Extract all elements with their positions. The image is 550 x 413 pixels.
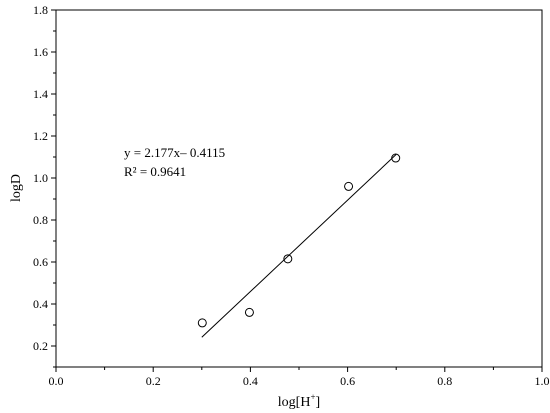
- x-tick-label: 0.8: [437, 374, 452, 388]
- x-axis-title: log[H+]: [278, 392, 320, 410]
- data-point: [391, 153, 401, 163]
- x-axis-title-suffix: ]: [316, 395, 321, 410]
- x-tick-label: 0.2: [146, 374, 161, 388]
- y-tick-label: 0.2: [33, 339, 48, 353]
- y-axis-title: logD: [9, 174, 24, 202]
- data-point: [244, 307, 254, 317]
- equation-label: y = 2.177x– 0.4115: [124, 145, 225, 160]
- data-point: [197, 318, 207, 328]
- data-points: [197, 153, 401, 328]
- y-axis-ticks: 0.2 0.4 0.6 0.8 1.0 1.2 1.4 1.6 1.8: [33, 3, 56, 368]
- fit-line-group: [201, 154, 397, 338]
- fit-line: [201, 154, 397, 338]
- x-tick-label: 0.0: [49, 374, 64, 388]
- y-tick-label: 0.6: [33, 255, 48, 269]
- x-axis-title-main: log[H: [278, 395, 311, 410]
- y-tick-label: 1.8: [33, 3, 48, 17]
- y-tick-label: 0.4: [33, 297, 48, 311]
- data-point: [283, 254, 293, 264]
- data-point: [344, 181, 354, 191]
- y-tick-label: 1.6: [33, 45, 48, 59]
- x-tick-label: 0.4: [243, 374, 258, 388]
- y-tick-label: 0.8: [33, 213, 48, 227]
- plot-frame: [55, 9, 543, 368]
- x-axis-ticks: 0.0 0.2 0.4 0.6 0.8 1.0: [49, 367, 550, 388]
- y-tick-label: 1.0: [33, 171, 48, 185]
- y-tick-label: 1.4: [33, 87, 48, 101]
- r-squared-label: R² = 0.9641: [124, 164, 186, 179]
- x-tick-label: 1.0: [535, 374, 550, 388]
- y-tick-label: 1.2: [33, 129, 48, 143]
- x-axis-title-sup: +: [310, 392, 315, 402]
- x-tick-label: 0.6: [340, 374, 355, 388]
